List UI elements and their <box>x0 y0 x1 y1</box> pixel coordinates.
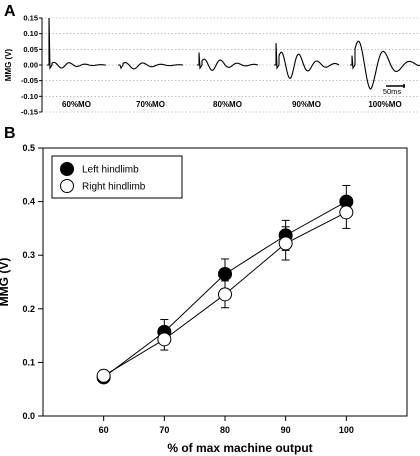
panel-a-y-tick-label: 0.05 <box>23 45 38 54</box>
mmg-trace <box>350 40 420 90</box>
data-point <box>278 236 293 251</box>
panel-b-x-tick-label: 100 <box>339 425 354 435</box>
panel-a-ylabel: MMG (V) <box>4 48 13 81</box>
legend: Left hindlimb Right hindlimb <box>51 155 183 199</box>
panel-b-y-tick-label: 0.3 <box>22 250 35 260</box>
data-point <box>218 266 232 281</box>
panel-b-x-tick-label: 80 <box>220 425 230 435</box>
series-right-hindlimb <box>96 195 354 383</box>
trace-label: 90%MO <box>292 100 321 109</box>
panel-a-y-tick-label: 0.10 <box>23 29 38 38</box>
panel-b-x-tick-label: 70 <box>159 425 169 435</box>
panel-a-label: A <box>4 3 16 20</box>
panel-b-chart: MMG (V) % of max machine output 0.0 0.1 0.… <box>0 143 408 455</box>
data-point <box>218 287 232 302</box>
panel-a-y-tick-label: -0.05 <box>21 76 38 85</box>
mmg-trace <box>118 62 184 70</box>
mmg-trace <box>274 43 340 80</box>
panel-a-y-tick-label: -0.10 <box>21 92 38 101</box>
panel-b-y-tick-label: 0.0 <box>22 411 35 421</box>
mmg-trace <box>47 17 107 70</box>
panel-a-y-tick-label: 0.15 <box>23 14 38 23</box>
trace-label: 100%MO <box>368 100 401 109</box>
data-point <box>157 332 172 347</box>
panel-b-x-tick-label: 60 <box>99 425 109 435</box>
panel-b-y-tick-label: 0.5 <box>22 143 35 153</box>
panel-b-xlabel: % of max machine output <box>167 441 312 455</box>
trace-label: 80%MO <box>213 100 242 109</box>
panel-b-y-tick-label: 0.2 <box>22 304 35 314</box>
scale-bar-label: 50ms <box>383 87 402 96</box>
trace-label: 60%MO <box>62 100 91 109</box>
legend-marker <box>60 179 74 193</box>
panel-b-label: B <box>4 125 16 142</box>
legend-label: Right hindlimb <box>82 182 146 193</box>
mmg-trace <box>197 52 259 71</box>
legend-frame <box>51 155 183 199</box>
legend-label: Left hindlimb <box>82 165 139 176</box>
trace-label: 70%MO <box>136 100 165 109</box>
panel-b-x-tick-label: 90 <box>281 425 291 435</box>
panel-a-y-tick-label: -0.15 <box>21 108 38 117</box>
panel-a-y-tick-label: 0.00 <box>23 61 38 70</box>
panel-a-chart: MMG (V) -0.15-0.10-0.050.000.050.100.15 … <box>4 14 420 117</box>
panel-b-y-tick-label: 0.1 <box>22 357 35 367</box>
panel-b-ylabel: MMG (V) <box>0 258 11 307</box>
data-point <box>96 368 111 383</box>
panel-b-y-tick-label: 0.4 <box>22 197 35 207</box>
data-point <box>339 205 354 220</box>
legend-marker <box>60 162 74 176</box>
